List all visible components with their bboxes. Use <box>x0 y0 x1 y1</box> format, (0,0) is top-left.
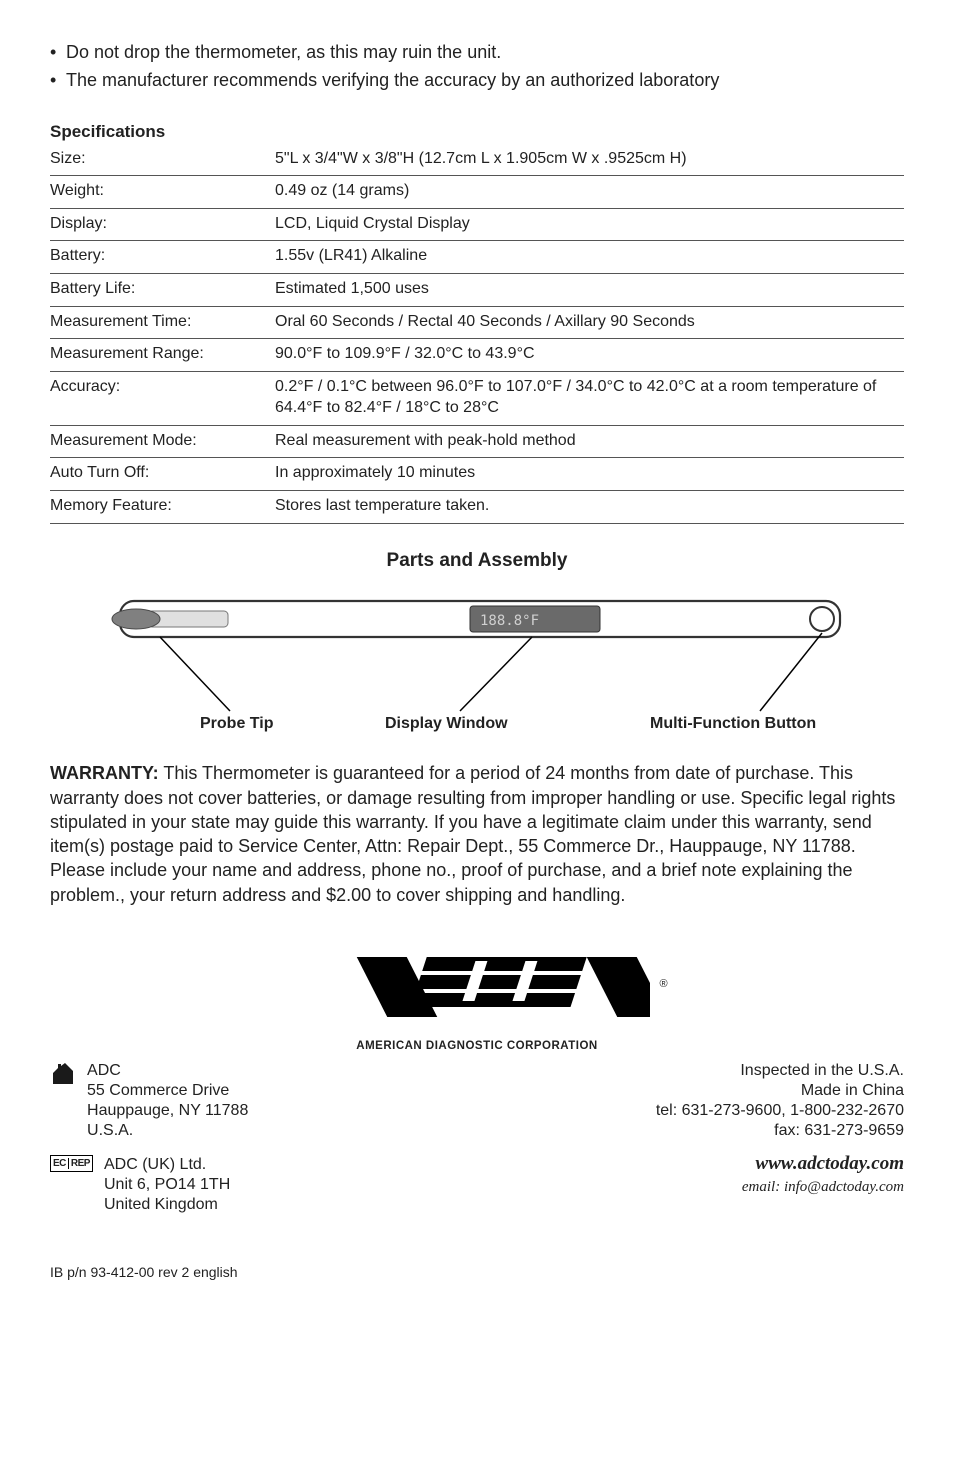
spec-label: Auto Turn Off: <box>50 458 275 491</box>
spec-row: Battery Life:Estimated 1,500 uses <box>50 273 904 306</box>
spec-value: In approximately 10 minutes <box>275 458 904 491</box>
spec-row: Memory Feature:Stores last temperature t… <box>50 491 904 524</box>
ec-rep-address: ADC (UK) Ltd. Unit 6, PO14 1TH United Ki… <box>104 1155 230 1215</box>
warranty-paragraph: WARRANTY: This Thermometer is guaranteed… <box>50 761 904 907</box>
spec-value: Estimated 1,500 uses <box>275 273 904 306</box>
spec-value: 5"L x 3/4"W x 3/8"H (12.7cm L x 1.905cm … <box>275 144 904 176</box>
svg-text:188.8°F: 188.8°F <box>480 613 539 629</box>
bullet-text: Do not drop the thermometer, as this may… <box>66 40 501 64</box>
parts-assembly-title: Parts and Assembly <box>50 548 904 574</box>
specifications-heading: Specifications <box>50 121 904 144</box>
ecrep-line: Unit 6, PO14 1TH <box>104 1176 230 1193</box>
part-number-footer: IB p/n 93-412-00 rev 2 english <box>50 1263 904 1282</box>
spec-label: Measurement Mode: <box>50 425 275 458</box>
email-line: email: info@adctoday.com <box>477 1177 904 1197</box>
logo-tagline: AMERICAN DIAGNOSTIC CORPORATION <box>50 1039 904 1055</box>
addr-line: U.S.A. <box>87 1122 133 1139</box>
spec-label: Display: <box>50 208 275 241</box>
spec-row: Battery:1.55v (LR41) Alkaline <box>50 241 904 274</box>
spec-label: Measurement Time: <box>50 306 275 339</box>
addr-line: Hauppauge, NY 11788 <box>87 1102 248 1119</box>
spec-label: Battery: <box>50 241 275 274</box>
manufacturer-icon <box>50 1061 76 1093</box>
diagram-label-display-window: Display Window <box>385 713 508 735</box>
addr-line: 55 Commerce Drive <box>87 1082 229 1099</box>
spec-value: Real measurement with peak-hold method <box>275 425 904 458</box>
manufacturer-address: ADC 55 Commerce Drive Hauppauge, NY 1178… <box>87 1061 248 1141</box>
spec-row: Measurement Time:Oral 60 Seconds / Recta… <box>50 306 904 339</box>
spec-row: Display:LCD, Liquid Crystal Display <box>50 208 904 241</box>
fax-line: fax: 631-273-9659 <box>477 1121 904 1141</box>
spec-row: Accuracy:0.2°F / 0.1°C between 96.0°F to… <box>50 371 904 425</box>
addr-name: ADC <box>87 1062 121 1079</box>
diagram-label-probe-tip: Probe Tip <box>200 713 274 735</box>
spec-label: Size: <box>50 144 275 176</box>
website-line: www.adctoday.com <box>477 1151 904 1177</box>
spec-label: Accuracy: <box>50 371 275 425</box>
adc-logo: ® AMERICAN DIAGNOSTIC CORPORATION <box>50 947 904 1055</box>
spec-row: Weight:0.49 oz (14 grams) <box>50 176 904 209</box>
spec-row: Size:5"L x 3/4"W x 3/8"H (12.7cm L x 1.9… <box>50 144 904 176</box>
spec-value: 0.49 oz (14 grams) <box>275 176 904 209</box>
bullet-text: The manufacturer recommends verifying th… <box>66 68 719 92</box>
ecrep-name: ADC (UK) Ltd. <box>104 1156 206 1173</box>
footer-columns: ADC 55 Commerce Drive Hauppauge, NY 1178… <box>50 1061 904 1215</box>
spec-label: Memory Feature: <box>50 491 275 524</box>
specifications-table: Size:5"L x 3/4"W x 3/8"H (12.7cm L x 1.9… <box>50 144 904 524</box>
spec-label: Weight: <box>50 176 275 209</box>
inspected-line: Inspected in the U.S.A. <box>477 1061 904 1081</box>
bullet-list: • Do not drop the thermometer, as this m… <box>50 40 904 93</box>
spec-value: LCD, Liquid Crystal Display <box>275 208 904 241</box>
tel-line: tel: 631-273-9600, 1-800-232-2670 <box>477 1101 904 1121</box>
spec-label: Measurement Range: <box>50 339 275 372</box>
spec-value: Stores last temperature taken. <box>275 491 904 524</box>
spec-value: 0.2°F / 0.1°C between 96.0°F to 107.0°F … <box>275 371 904 425</box>
bullet-dot: • <box>50 68 66 92</box>
warranty-body: This Thermometer is guaranteed for a per… <box>50 763 895 904</box>
spec-value: 90.0°F to 109.9°F / 32.0°C to 43.9°C <box>275 339 904 372</box>
ec-rep-icon: ECREP <box>50 1155 93 1173</box>
registered-mark: ® <box>659 978 667 990</box>
spec-row: Measurement Range:90.0°F to 109.9°F / 32… <box>50 339 904 372</box>
spec-row: Measurement Mode:Real measurement with p… <box>50 425 904 458</box>
made-in-line: Made in China <box>477 1081 904 1101</box>
spec-row: Auto Turn Off:In approximately 10 minute… <box>50 458 904 491</box>
warranty-title: WARRANTY: <box>50 763 159 783</box>
bullet-dot: • <box>50 40 66 64</box>
thermometer-diagram: 188.8°F Probe Tip Display Window Multi-F… <box>50 581 910 751</box>
ecrep-line: United Kingdom <box>104 1196 218 1213</box>
spec-value: Oral 60 Seconds / Rectal 40 Seconds / Ax… <box>275 306 904 339</box>
diagram-label-multi-function-button: Multi-Function Button <box>650 713 816 735</box>
spec-label: Battery Life: <box>50 273 275 306</box>
spec-value: 1.55v (LR41) Alkaline <box>275 241 904 274</box>
